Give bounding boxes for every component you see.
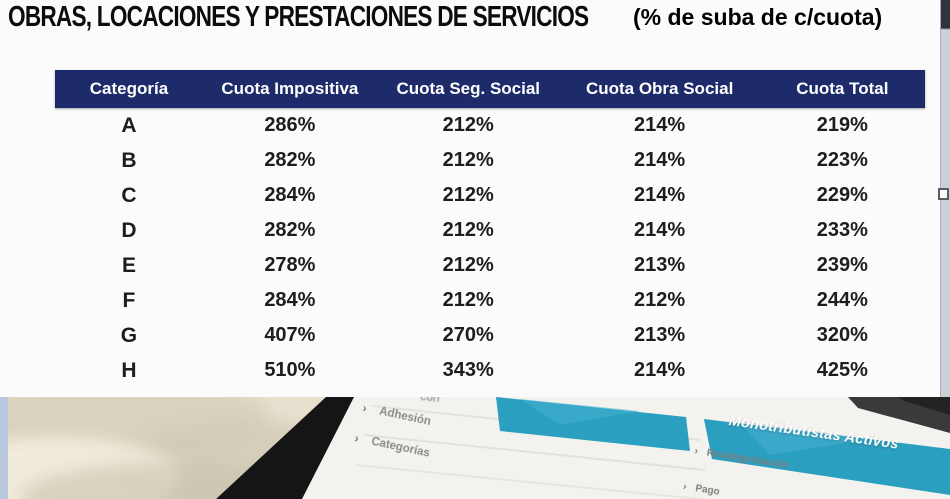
value-cell: 213%: [634, 324, 686, 346]
value-cell: 214%: [634, 114, 686, 136]
value-cell: 212%: [442, 289, 494, 311]
column-header-cuota-impositiva: Cuota Impositiva: [221, 79, 359, 98]
value-cell: 270%: [442, 324, 494, 346]
category-cell: C: [121, 183, 137, 207]
photo-shapes: [0, 397, 950, 499]
background-photo: CUIT › Adhesión › Categorías Monotributi…: [0, 397, 950, 499]
table-row: G 407% 270% 213% 320%: [55, 318, 925, 353]
value-cell: 343%: [442, 359, 494, 381]
value-cell: 212%: [442, 254, 494, 276]
value-cell: 239%: [816, 254, 868, 276]
table-body: A 286% 212% 214% 219% B 282% 212% 214% 223% C 284% 2…: [55, 108, 925, 388]
table-row: D 282% 212% 214% 233%: [55, 213, 925, 248]
value-cell: 233%: [816, 219, 868, 241]
value-cell: 212%: [442, 149, 494, 171]
value-cell: 213%: [634, 254, 686, 276]
category-cell: G: [120, 323, 138, 347]
page-title-suffix: (% de suba de c/cuota): [633, 4, 883, 30]
value-cell: 214%: [634, 219, 686, 241]
table-header-row: Categoría Cuota Impositiva Cuota Seg. So…: [55, 70, 925, 108]
value-cell: 223%: [816, 149, 868, 171]
value-cell: 244%: [816, 289, 868, 311]
table-row: B 282% 212% 214% 223%: [55, 143, 925, 178]
value-cell: 407%: [264, 324, 316, 346]
value-cell: 212%: [634, 289, 686, 311]
page-title: OBRAS, LOCACIONES Y PRESTACIONES DE SERV…: [8, 1, 589, 33]
category-cell: B: [121, 148, 137, 172]
chevron-right-icon: ›: [693, 445, 699, 458]
table-row: F 284% 212% 212% 244%: [55, 283, 925, 318]
value-cell: 219%: [816, 114, 868, 136]
table-row: E 278% 212% 213% 239%: [55, 248, 925, 283]
value-cell: 214%: [634, 359, 686, 381]
value-cell: 282%: [264, 219, 316, 241]
window-resize-handle: [938, 188, 949, 200]
value-cell: 214%: [634, 184, 686, 206]
value-cell: 510%: [264, 359, 316, 381]
tablet-bezel: [216, 397, 354, 499]
column-header-cuota-seg-social: Cuota Seg. Social: [396, 79, 541, 98]
column-header-cuota-obra-social: Cuota Obra Social: [585, 79, 734, 98]
value-cell: 284%: [264, 184, 316, 206]
photo-left-strip: [0, 397, 8, 499]
category-cell: A: [121, 113, 137, 137]
category-cell: H: [121, 358, 137, 382]
column-header-cuota-total: Cuota Total: [796, 79, 889, 98]
category-cell: F: [122, 288, 136, 312]
value-cell: 286%: [264, 114, 316, 136]
value-cell: 212%: [442, 219, 494, 241]
column-header-categoria: Categoría: [89, 79, 169, 98]
table-row: A 286% 212% 214% 219%: [55, 108, 925, 143]
value-cell: 425%: [816, 359, 868, 381]
rates-table: Categoría Cuota Impositiva Cuota Seg. So…: [55, 70, 925, 388]
table-row: H 510% 343% 214% 425%: [55, 353, 925, 388]
value-cell: 278%: [264, 254, 316, 276]
value-cell: 212%: [442, 184, 494, 206]
value-cell: 214%: [634, 149, 686, 171]
value-cell: 229%: [816, 184, 868, 206]
category-cell: D: [121, 218, 137, 242]
value-cell: 282%: [264, 149, 316, 171]
table-row: C 284% 212% 214% 229%: [55, 178, 925, 213]
category-cell: E: [121, 253, 136, 277]
tablet-screen: [300, 397, 950, 499]
value-cell: 284%: [264, 289, 316, 311]
value-cell: 212%: [442, 114, 494, 136]
value-cell: 320%: [816, 324, 868, 346]
chevron-right-icon: ›: [682, 481, 688, 493]
